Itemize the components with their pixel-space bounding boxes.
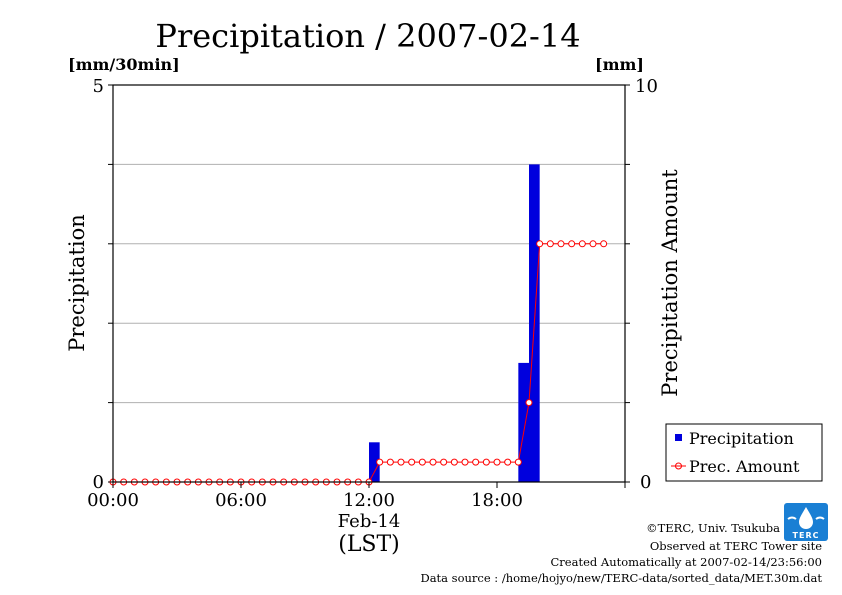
wave-right-icon — [815, 516, 825, 520]
right-tick-label-top: 10 — [635, 76, 658, 97]
legend-precipitation-label: Precipitation — [689, 429, 794, 448]
right-unit-label: [mm] — [595, 55, 644, 74]
wave-left-icon — [787, 516, 797, 520]
left-tick-label-top: 5 — [93, 76, 104, 97]
prec-amount-point — [525, 399, 533, 407]
prec-amount-point — [600, 240, 608, 248]
grid-lines — [113, 163, 625, 404]
x-date-label: Feb-14 — [338, 511, 401, 532]
legend-precipitation-swatch — [675, 434, 682, 441]
left-axis-title: Precipitation — [65, 214, 89, 352]
water-drop-icon — [799, 507, 813, 529]
prec-amount-point — [429, 458, 437, 466]
chart-title: Precipitation / 2007-02-14 — [155, 17, 580, 55]
left-tick-label-bottom: 0 — [93, 472, 104, 493]
prec-amount-point — [386, 458, 394, 466]
prec-amount-point — [397, 458, 405, 466]
right-axis-title: Precipitation Amount — [658, 169, 682, 397]
prec-amount-point — [450, 458, 458, 466]
prec-amount-point — [514, 458, 522, 466]
legend-amount-label: Prec. Amount — [689, 457, 800, 476]
prec-amount-point — [546, 240, 554, 248]
prec-amount-point — [482, 458, 490, 466]
legend-amount-marker — [675, 462, 682, 470]
footer-observed: Observed at TERC Tower site — [650, 539, 822, 553]
prec-amount-point — [536, 240, 544, 248]
prec-amount-point — [472, 458, 480, 466]
prec-amount-point — [418, 458, 426, 466]
left-unit-label: [mm/30min] — [68, 55, 180, 74]
prec-amount-point — [557, 240, 565, 248]
precipitation-bar — [369, 442, 380, 482]
prec-amount-point — [376, 458, 384, 466]
right-tick-label-bottom: 0 — [640, 472, 651, 493]
axis-ticks — [108, 84, 630, 488]
plot-frame — [112, 84, 626, 483]
terc-logo-text: TERC — [793, 531, 820, 540]
x-tick-label-1800: 18:00 — [471, 490, 523, 511]
prec-amount-point — [461, 458, 469, 466]
x-axis-label: (LST) — [338, 532, 400, 557]
x-tick-label-0600: 06:00 — [215, 490, 267, 511]
prec-amount-point — [493, 458, 501, 466]
prec-amount-point — [440, 458, 448, 466]
footer-source: Data source : /home/hojyo/new/TERC-data/… — [420, 571, 822, 585]
legend-box — [665, 423, 823, 482]
prec-amount-point — [408, 458, 416, 466]
legend: Precipitation Prec. Amount — [665, 423, 823, 482]
prec-amount-point — [568, 240, 576, 248]
prec-amount-point — [578, 240, 586, 248]
x-tick-label-0000: 00:00 — [87, 490, 139, 511]
footer-copyright: ©TERC, Univ. Tsukuba — [646, 521, 780, 535]
terc-logo: TERC — [784, 503, 828, 541]
prec-amount-point — [504, 458, 512, 466]
precipitation-bar — [518, 362, 529, 482]
footer-created: Created Automatically at 2007-02-14/23:5… — [551, 555, 823, 569]
prec-amount-point — [589, 240, 597, 248]
x-tick-label-1200: 12:00 — [343, 490, 395, 511]
